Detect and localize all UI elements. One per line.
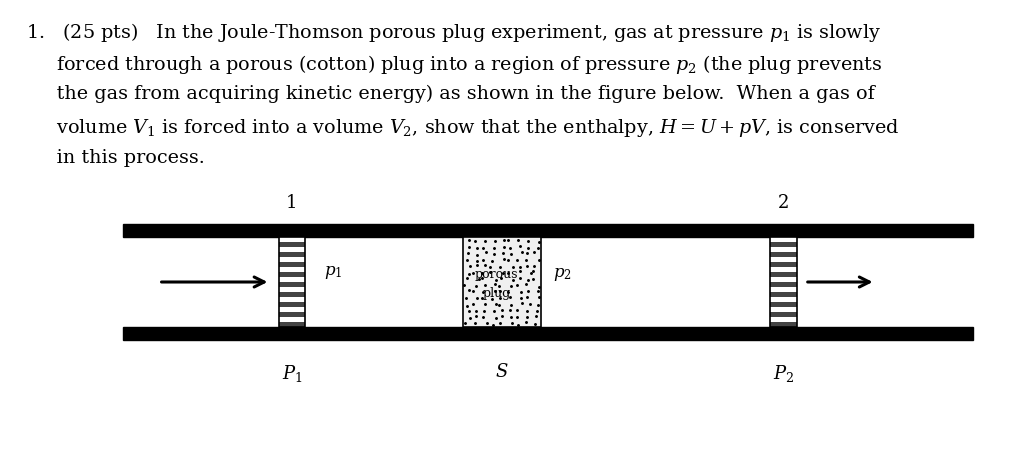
Text: $P_1$: $P_1$	[282, 363, 302, 384]
Bar	[770, 302, 797, 307]
Text: plug: plug	[482, 287, 511, 300]
Text: forced through a porous (cotton) plug into a region of pressure $p_2$ (the plug : forced through a porous (cotton) plug in…	[26, 53, 882, 76]
Bar	[279, 262, 305, 267]
Text: in this process.: in this process.	[26, 149, 205, 167]
Bar	[123, 224, 973, 237]
Bar	[279, 282, 305, 287]
Bar	[770, 262, 797, 267]
Text: porous: porous	[475, 268, 518, 282]
Bar	[279, 272, 305, 277]
Bar	[279, 302, 305, 307]
Bar	[279, 292, 305, 297]
Text: $p_1$: $p_1$	[324, 264, 342, 281]
Bar	[770, 312, 797, 317]
Bar	[279, 243, 305, 247]
Bar	[279, 312, 305, 317]
Bar	[279, 237, 305, 327]
Text: 1.   (25 pts)   In the Joule-Thomson porous plug experiment, gas at pressure $p_: 1. (25 pts) In the Joule-Thomson porous …	[26, 21, 881, 44]
Bar	[770, 272, 797, 277]
Text: 2: 2	[777, 195, 790, 212]
Bar	[770, 252, 797, 257]
Text: the gas from acquiring kinetic energy) as shown in the figure below.  When a gas: the gas from acquiring kinetic energy) a…	[26, 85, 874, 103]
Bar	[279, 237, 305, 327]
Bar	[770, 237, 797, 327]
Bar	[770, 243, 797, 247]
Bar	[279, 321, 305, 327]
Bar	[770, 321, 797, 327]
Bar	[770, 237, 797, 327]
Text: 1: 1	[286, 195, 298, 212]
Text: $P_2$: $P_2$	[773, 363, 794, 384]
Bar	[123, 327, 973, 340]
Bar	[463, 237, 541, 327]
Text: volume $V_1$ is forced into a volume $V_2$, show that the enthalpy, $H = U + pV$: volume $V_1$ is forced into a volume $V_…	[26, 117, 899, 139]
Bar	[770, 292, 797, 297]
Text: $p_2$: $p_2$	[553, 266, 571, 283]
Text: $S$: $S$	[495, 363, 509, 381]
Bar	[279, 252, 305, 257]
Bar	[770, 282, 797, 287]
